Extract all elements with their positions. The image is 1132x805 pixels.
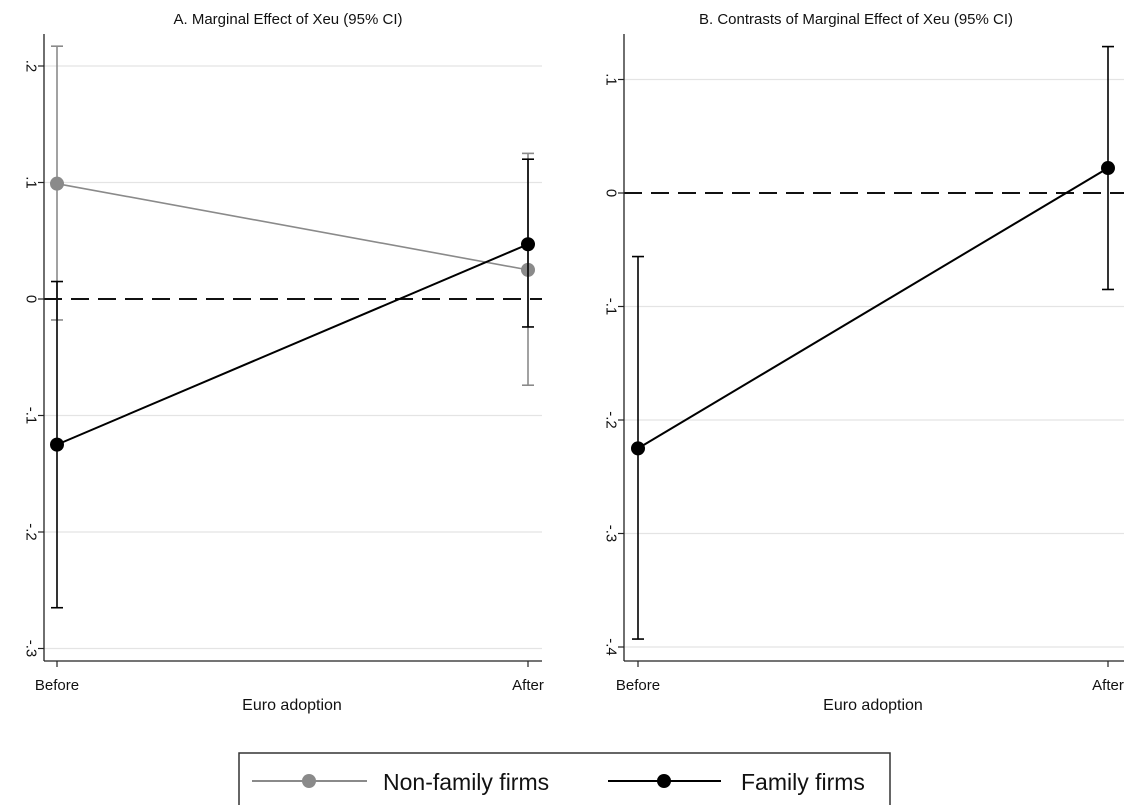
panel-a-y-tick-label: -.1 <box>23 407 40 425</box>
panel-b-axes: -.4 -.3 -.2 -.1 0 .1 Before After <box>603 34 1124 694</box>
panel-b-marks <box>631 45 1115 640</box>
legend-label-family: Family firms <box>741 769 865 795</box>
panel-a-y-tick-label: 0 <box>23 295 40 303</box>
panel-a-title: A. Marginal Effect of Xeu (95% CI) <box>174 11 403 28</box>
panel-a-marks <box>50 45 535 609</box>
legend-marker-family <box>657 774 671 788</box>
panel-a-axes: -.3 -.2 -.1 0 .1 .2 Before After <box>23 34 544 694</box>
panel-b-title: B. Contrasts of Marginal Effect of Xeu (… <box>699 11 1013 28</box>
legend: Non-family firms Family firms <box>238 752 891 805</box>
panel-b-x-tick-label: Before <box>616 677 660 694</box>
panel-b-y-tick-label: -.1 <box>603 298 620 316</box>
panel-b-grid <box>624 78 1124 648</box>
panel-a-y-tick-label: -.2 <box>23 523 40 541</box>
legend-marker-non-family <box>302 774 316 788</box>
panel-b-y-tick-label: .1 <box>603 73 620 86</box>
panel-a-series-family-firms-line <box>56 243 529 446</box>
panel-a-y-tick-label: .2 <box>23 60 40 73</box>
panel-a-xlabel: Euro adoption <box>242 697 342 714</box>
panel-a-series-family-firms-point <box>50 437 64 452</box>
panel-a-x-tick-label: After <box>512 677 544 694</box>
panel-a: A. Marginal Effect of Xeu (95% CI) -.3-.… <box>23 11 544 714</box>
panel-a-series-family-firms-point <box>521 237 535 252</box>
panel-b-xlabel: Euro adoption <box>823 697 923 714</box>
panel-a-x-tick-label: Before <box>35 677 79 694</box>
legend-box <box>238 752 891 805</box>
panel-b-y-tick-label: -.2 <box>603 411 620 429</box>
panel-b-y-tick-label: 0 <box>603 189 620 197</box>
panel-a-series-non-family-firms-point <box>50 176 64 191</box>
panel-b-series-contrast-point <box>1101 161 1115 176</box>
panel-b-series-contrast-line <box>637 167 1109 450</box>
panel-a-grid <box>44 65 542 650</box>
panel-b-series-contrast-point <box>631 441 645 456</box>
panel-b-x-tick-label: After <box>1092 677 1124 694</box>
panel-a-y-tick-label: .1 <box>23 176 40 189</box>
panel-b-y-tick-label: -.3 <box>603 525 620 543</box>
legend-label-non-family: Non-family firms <box>383 769 549 795</box>
panel-a-y-tick-label: -.3 <box>23 640 40 658</box>
panel-b: B. Contrasts of Marginal Effect of Xeu (… <box>603 11 1124 714</box>
panel-a-series-non-family-firms-line <box>56 182 529 271</box>
panel-b-y-tick-label: -.4 <box>603 638 620 656</box>
